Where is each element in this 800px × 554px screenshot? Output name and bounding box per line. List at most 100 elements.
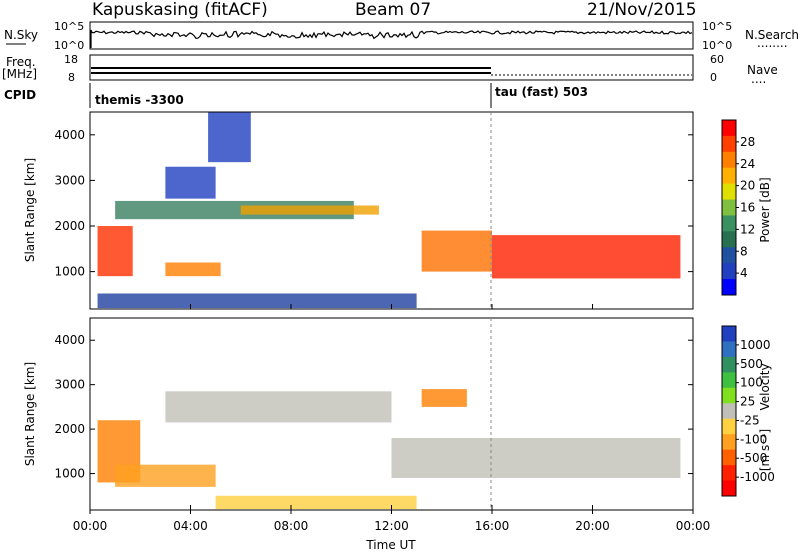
power-colorbar-swatch: [722, 247, 736, 264]
nave-label: Nave: [747, 63, 778, 77]
time-xtick-label: 00:00: [676, 519, 711, 533]
velocity-ytick-label: 3000: [54, 378, 85, 392]
velocity-colorbar-tick-label: 1000: [740, 338, 771, 352]
time-x-axis: 00:00 04:00 08:00 12:00 16:00 20:00 00:00: [73, 510, 711, 533]
velocity-colorbar-tick-label: -25: [740, 413, 760, 427]
power-y-axis: 1000 2000 3000 4000: [54, 128, 694, 309]
nsearch-tick-bottom: 10^0: [702, 39, 732, 52]
nave-tick-top: 60: [710, 53, 724, 66]
power-ytick-label: 1000: [54, 265, 85, 279]
power-colorbar-swatch: [722, 263, 736, 280]
date-title: 21/Nov/2015: [587, 0, 697, 20]
nsky-label: N.Sky: [4, 28, 38, 42]
station-title: Kapuskasing (fitACF): [92, 0, 268, 20]
velocity-colorbar-tick-label: -100: [740, 432, 767, 446]
power-colorbar-swatch: [722, 279, 736, 296]
freq-panel: Freq. [MHz] 18 8 60 0 Nave ....: [2, 53, 778, 86]
beam-title: Beam 07: [355, 0, 431, 20]
velocity-colorbar: 1000 500 100 25 -25 -100 -500 -1000: [721, 325, 775, 497]
cpid-label: CPID: [4, 88, 36, 102]
power-echo-region: [240, 205, 379, 215]
power-echo-region: [97, 293, 417, 309]
power-ytick-label: 2000: [54, 219, 85, 233]
power-echo-region: [492, 235, 681, 279]
velocity-echo-region: [215, 495, 417, 510]
freq-label-line1: Freq.: [6, 55, 36, 69]
velocity-colorbar-swatch: [722, 465, 736, 482]
velocity-echo-region: [165, 391, 392, 423]
power-colorbar-swatch: [722, 199, 736, 216]
velocity-colorbar-swatch: [722, 449, 736, 466]
power-colorbar-swatch: [722, 231, 736, 248]
power-echo-region: [165, 166, 216, 199]
freq-tick-top: 18: [64, 53, 78, 66]
velocity-y-axis: 1000 2000 3000 4000: [54, 333, 694, 510]
time-xtick-label: 12:00: [374, 519, 409, 533]
power-panel: 1000 2000 3000 4000 Slant Range [km] 28 24 20…: [23, 111, 772, 310]
power-ytick-label: 3000: [54, 173, 85, 187]
cpid-segment-tau: tau (fast) 503: [495, 85, 588, 99]
time-xtick-label: 20:00: [575, 519, 610, 533]
power-colorbar-tick-label: 4: [740, 266, 748, 280]
power-colorbar-label: Power [dB]: [758, 177, 772, 242]
nsky-panel: N.Sky 10^5 10^0 10^5 10^0 N.Search .....…: [4, 20, 799, 52]
velocity-colorbar-tick-label: -1000: [740, 470, 775, 484]
time-xtick-label: 04:00: [173, 519, 208, 533]
velocity-colorbar-swatch: [722, 403, 736, 420]
power-colorbar-tick-label: 16: [740, 201, 755, 215]
velocity-colorbar-swatch: [722, 326, 736, 342]
power-echo-region: [208, 112, 251, 163]
power-colorbar: 28 24 20 16 12 8 4: [721, 119, 755, 296]
velocity-colorbar-swatch: [722, 341, 736, 358]
velocity-colorbar-unit: [m s⁻¹]: [758, 429, 772, 471]
velocity-colorbar-frame: [721, 325, 737, 497]
power-colorbar-swatch: [722, 215, 736, 232]
velocity-echo-region: [115, 464, 216, 487]
velocity-ytick-label: 2000: [54, 422, 85, 436]
nsearch-tick-top: 10^5: [702, 20, 732, 33]
nsky-trace: [90, 29, 693, 48]
velocity-colorbar-tick-label: 100: [740, 376, 763, 390]
time-xtick-label: 16:00: [475, 519, 510, 533]
velocity-colorbar-swatch: [722, 434, 736, 451]
power-colorbar-tick-label: 8: [740, 244, 748, 258]
power-echo-region: [165, 262, 221, 277]
velocity-echo-region: [421, 389, 467, 407]
freq-tick-bottom: 8: [68, 71, 75, 84]
velocity-ytick-label: 4000: [54, 333, 85, 347]
velocity-echo-region: [391, 438, 681, 478]
cpid-row: CPID themis -3300 tau (fast) 503: [4, 83, 588, 108]
nsearch-label: N.Search: [745, 28, 799, 42]
freq-label-line2: [MHz]: [2, 67, 37, 81]
power-echo-region: [97, 226, 133, 277]
nave-dots: ....: [751, 72, 766, 86]
nsky-tick-top: 10^5: [54, 20, 84, 33]
power-ylabel: Slant Range [km]: [23, 158, 37, 262]
velocity-ylabel: Slant Range [km]: [23, 362, 37, 466]
velocity-colorbar-swatch: [722, 372, 736, 389]
power-heatmap: [97, 112, 681, 309]
time-xtick-label: 00:00: [73, 519, 108, 533]
nsky-tick-bottom: 10^0: [54, 39, 84, 52]
power-colorbar-swatch: [722, 151, 736, 169]
time-xlabel: Time UT: [365, 538, 416, 552]
power-colorbar-swatch: [722, 167, 736, 185]
velocity-colorbar-tick-label: 500: [740, 357, 763, 371]
nave-tick-bottom: 0: [710, 71, 717, 84]
power-colorbar-tick-label: 24: [740, 157, 755, 171]
velocity-ytick-label: 1000: [54, 467, 85, 481]
velocity-colorbar-swatch: [722, 480, 736, 497]
time-xtick-label: 08:00: [274, 519, 309, 533]
velocity-colorbar-swatch: [722, 387, 736, 404]
power-colorbar-swatch: [722, 183, 736, 201]
velocity-colorbar-label: Velocity: [758, 363, 772, 410]
power-colorbar-tick-label: 28: [740, 135, 755, 149]
power-colorbar-tick-label: 12: [740, 222, 755, 236]
velocity-colorbar-swatch: [722, 418, 736, 435]
velocity-colorbar-tick-label: 25: [740, 395, 755, 409]
power-ytick-label: 4000: [54, 128, 85, 142]
cpid-segment-themis: themis -3300: [95, 93, 184, 107]
velocity-colorbar-swatch: [722, 356, 736, 373]
